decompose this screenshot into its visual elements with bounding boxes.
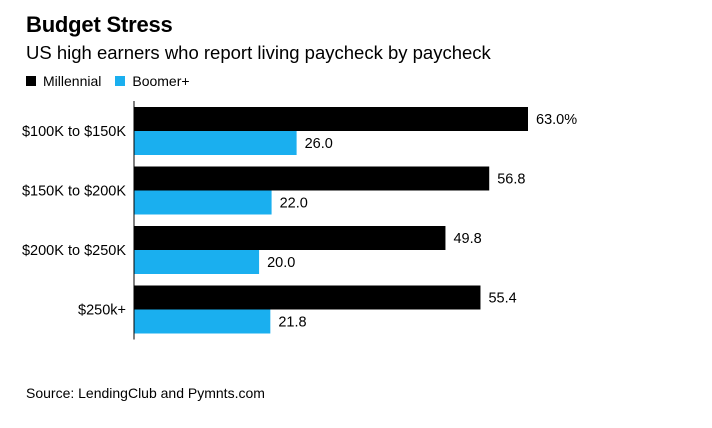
legend-label-millennial: Millennial: [43, 73, 102, 89]
legend-swatch-boomer: [115, 76, 126, 86]
bar-millennial: [134, 166, 490, 191]
category-label: $250k+: [78, 303, 126, 319]
category-label: $200K to $250K: [22, 243, 126, 259]
bar-millennial: [134, 226, 446, 250]
category-label: $100K to $150K: [22, 124, 126, 140]
legend-item-boomer: Boomer+: [115, 73, 190, 89]
source-note: Source: LendingClub and Pymnts.com: [26, 385, 265, 401]
value-label-boomer: 26.0: [305, 136, 333, 152]
value-label-millennial: 55.4: [488, 291, 516, 307]
legend-item-millennial: Millennial: [26, 73, 101, 89]
bar-boomer: [134, 309, 271, 334]
legend-swatch-millennial: [26, 76, 36, 86]
category-label: $150K to $200K: [22, 184, 126, 200]
chart-title: Budget Stress: [26, 12, 173, 37]
value-label-boomer: 21.8: [278, 315, 306, 331]
bar-boomer: [134, 250, 260, 274]
chart-subtitle: US high earners who report living payche…: [26, 42, 491, 63]
legend-label-boomer: Boomer+: [132, 73, 190, 89]
value-label-boomer: 22.0: [280, 196, 308, 212]
bar-boomer: [134, 190, 272, 215]
bar-chart-plot: $100K to $150K 63.0% 26.0 $150K to $200K 56.…: [22, 101, 577, 340]
bar-millennial: [134, 285, 481, 310]
bar-millennial: [134, 107, 528, 131]
value-label-millennial: 63.0%: [536, 112, 577, 128]
value-label-millennial: 49.8: [453, 231, 481, 247]
value-label-boomer: 20.0: [267, 255, 295, 271]
bar-boomer: [134, 131, 297, 155]
value-label-millennial: 56.8: [497, 172, 525, 188]
legend: Millennial Boomer+: [26, 73, 204, 89]
